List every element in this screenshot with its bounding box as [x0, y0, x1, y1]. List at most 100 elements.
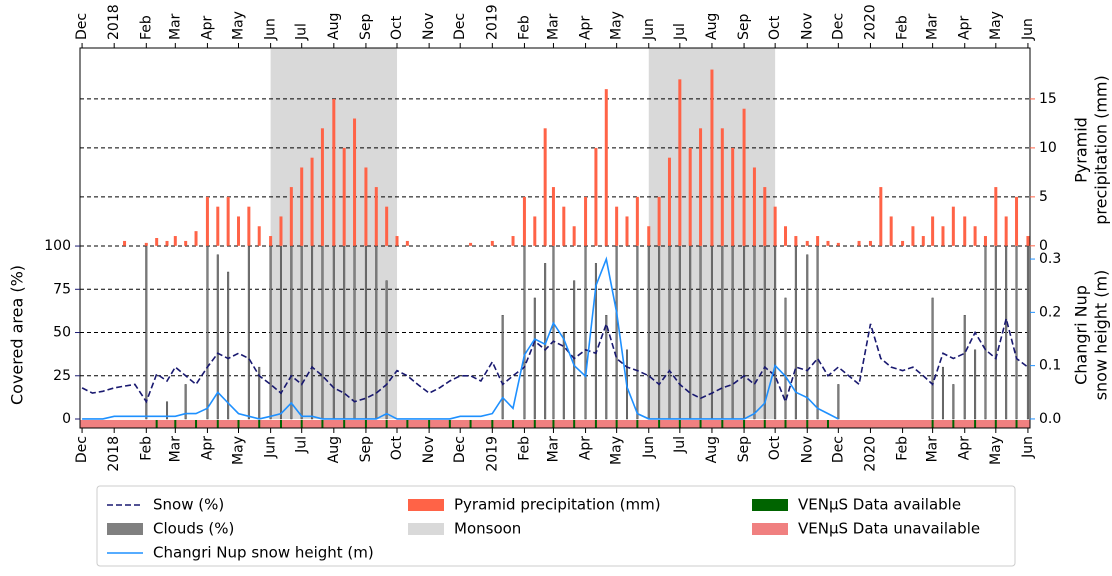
precip-bar — [320, 128, 324, 246]
y2-tick-label: 0 — [1039, 238, 1048, 254]
legend: Snow (%) Clouds (%) Changri Nup snow heigh… — [96, 485, 1016, 567]
precip-bar — [983, 236, 987, 246]
venus-available-tick — [1015, 420, 1018, 428]
x-tick-label-bottom: May — [231, 436, 247, 465]
legend-swatch — [408, 499, 444, 511]
cloud-bar — [994, 245, 997, 420]
cloud-bar — [353, 245, 356, 420]
x-tick-label-top: Nov — [799, 13, 815, 40]
cloud-bar — [321, 245, 324, 420]
precip-bar — [1015, 196, 1019, 246]
precip-bar — [625, 216, 629, 246]
x-tick-label-top: Sep — [736, 14, 752, 41]
cloud-bar — [552, 245, 555, 420]
x-tick-label-bottom: May — [609, 436, 625, 465]
precip-bar — [731, 147, 735, 246]
cloud-bar — [636, 245, 639, 420]
x-tick-label-top: 2018 — [106, 4, 122, 40]
precip-bar — [868, 240, 872, 246]
cloud-bar — [952, 384, 955, 420]
precip-bar — [551, 187, 555, 246]
x-tick-label-bottom: Feb — [895, 436, 911, 461]
precip-bar — [635, 196, 639, 246]
legend-swatch — [107, 523, 143, 535]
precip-bar — [469, 242, 473, 246]
x-tick-label-bottom: Jun — [641, 436, 657, 459]
venus-available-tick — [469, 420, 472, 428]
x-tick-label-bottom: Aug — [326, 436, 342, 463]
x-tick-label-top: Jun — [1020, 18, 1036, 41]
precip-bar — [300, 167, 304, 246]
legend-swatch — [752, 499, 788, 511]
cloud-bar — [166, 401, 169, 420]
cloud-bar — [837, 384, 840, 420]
venus-available-tick — [321, 420, 324, 428]
precip-bar — [562, 206, 566, 246]
x-tick-label-bottom: Jul — [294, 436, 310, 454]
x-tick-label-bottom: Dec — [830, 436, 846, 463]
cloud-bar — [1015, 245, 1018, 420]
x-tick-label-top: Jul — [294, 23, 310, 41]
x-tick-label-top: Feb — [138, 15, 154, 40]
x-tick-label-top: 2019 — [484, 4, 500, 40]
cloud-bar — [311, 245, 314, 420]
cloud-bar — [763, 245, 766, 420]
precip-bar — [364, 167, 368, 246]
precip-bar — [752, 167, 756, 246]
y3-tick-label: 0.1 — [1039, 358, 1061, 374]
x-tick-label-bottom: Nov — [421, 436, 437, 463]
x-tick-label-bottom: Sep — [736, 436, 752, 463]
cloud-bar — [794, 245, 797, 420]
precip-bar — [395, 236, 399, 246]
y-axis-label: Covered area (%) — [8, 265, 27, 405]
x-tick-label-bottom: Feb — [516, 436, 532, 461]
precip-bar — [184, 240, 188, 246]
y2-axis-label: Pyramid — [1072, 117, 1091, 183]
x-tick-label-top: Mar — [925, 13, 941, 40]
venus-available-tick — [636, 420, 639, 428]
plot-frame — [79, 47, 1031, 429]
x-tick-label-top: 2020 — [862, 4, 878, 40]
x-tick-label-top: Feb — [516, 15, 532, 40]
venus-available-tick — [428, 420, 431, 428]
precip-bar — [216, 206, 220, 246]
x-tick-label-top: Jun — [641, 18, 657, 41]
precip-bar — [647, 226, 651, 246]
legend-label: Monsoon — [454, 520, 521, 538]
snow-line — [81, 315, 1029, 405]
precip-bar — [720, 128, 724, 246]
x-tick-label-top: Oct — [767, 15, 783, 40]
precip-bar — [257, 226, 261, 246]
cloud-bar — [963, 315, 966, 420]
precip-bar — [342, 147, 346, 246]
cloud-bar — [216, 254, 219, 420]
precip-bar — [205, 196, 209, 246]
cloud-bar — [974, 349, 977, 420]
x-tick-label-top: May — [231, 11, 247, 40]
cloud-bar — [753, 245, 756, 420]
cloud-bar — [784, 297, 787, 420]
venus-available-tick — [994, 420, 997, 428]
legend-label: VENµS Data available — [798, 496, 961, 514]
venus-available-tick — [385, 420, 388, 428]
precip-bar — [973, 226, 977, 246]
x-tick-label-top: May — [988, 11, 1004, 40]
cloud-bar — [721, 245, 724, 420]
y2-tick-label: 15 — [1039, 91, 1057, 107]
precip-bar — [710, 69, 714, 246]
precip-bar — [289, 187, 293, 246]
precip-bar — [816, 236, 820, 246]
x-tick-label-top: May — [609, 11, 625, 40]
x-tick-label-bottom: Mar — [925, 436, 941, 463]
cloud-bar — [533, 297, 536, 420]
cloud-bar — [615, 245, 618, 420]
venus-available-tick — [594, 420, 597, 428]
precip-bar — [405, 240, 409, 246]
venus-available-tick — [364, 420, 367, 428]
precip-bar — [742, 108, 746, 246]
precip-bar — [911, 226, 915, 246]
snow-height-line — [82, 256, 839, 420]
cloud-bar — [658, 245, 661, 420]
cloud-bar — [227, 271, 230, 420]
